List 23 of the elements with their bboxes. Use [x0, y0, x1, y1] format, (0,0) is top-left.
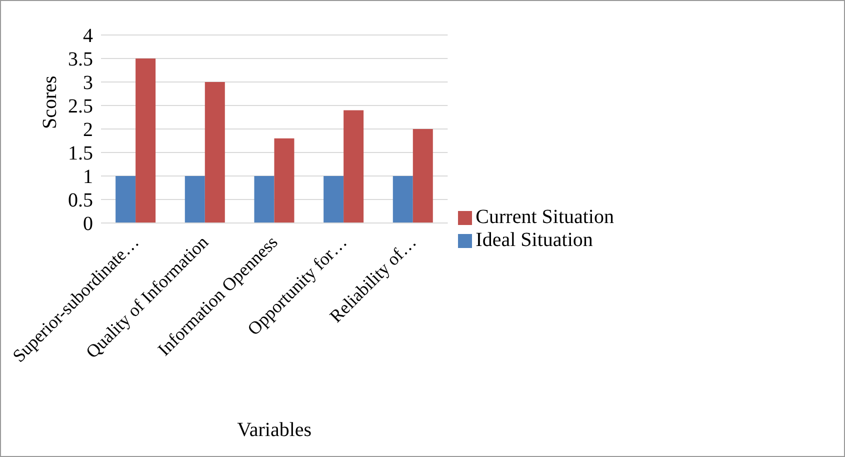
bar	[274, 138, 294, 223]
y-tick-label: 3.5	[68, 48, 93, 71]
bar	[136, 58, 156, 223]
y-axis-title: Scores	[39, 75, 62, 129]
y-tick-label: 1	[83, 166, 93, 188]
bar	[254, 176, 274, 223]
bar	[392, 176, 413, 223]
bar	[184, 176, 205, 223]
y-tick-label: 2	[83, 119, 93, 142]
y-tick-label: 0.5	[68, 190, 93, 212]
bar	[204, 82, 225, 223]
y-tick-label: 1.5	[68, 142, 93, 165]
y-tick-label: 4	[83, 25, 93, 48]
bar	[116, 176, 136, 223]
x-axis-title: Variables	[237, 419, 312, 441]
bar	[344, 110, 364, 223]
y-tick-label: 0	[83, 213, 93, 236]
bar	[412, 129, 433, 223]
y-tick-label: 3	[83, 72, 93, 94]
bar	[324, 176, 344, 223]
y-tick-label: 2.5	[68, 96, 93, 118]
legend-label: Ideal Situation	[476, 228, 593, 250]
legend-label: Current Situation	[476, 206, 614, 228]
